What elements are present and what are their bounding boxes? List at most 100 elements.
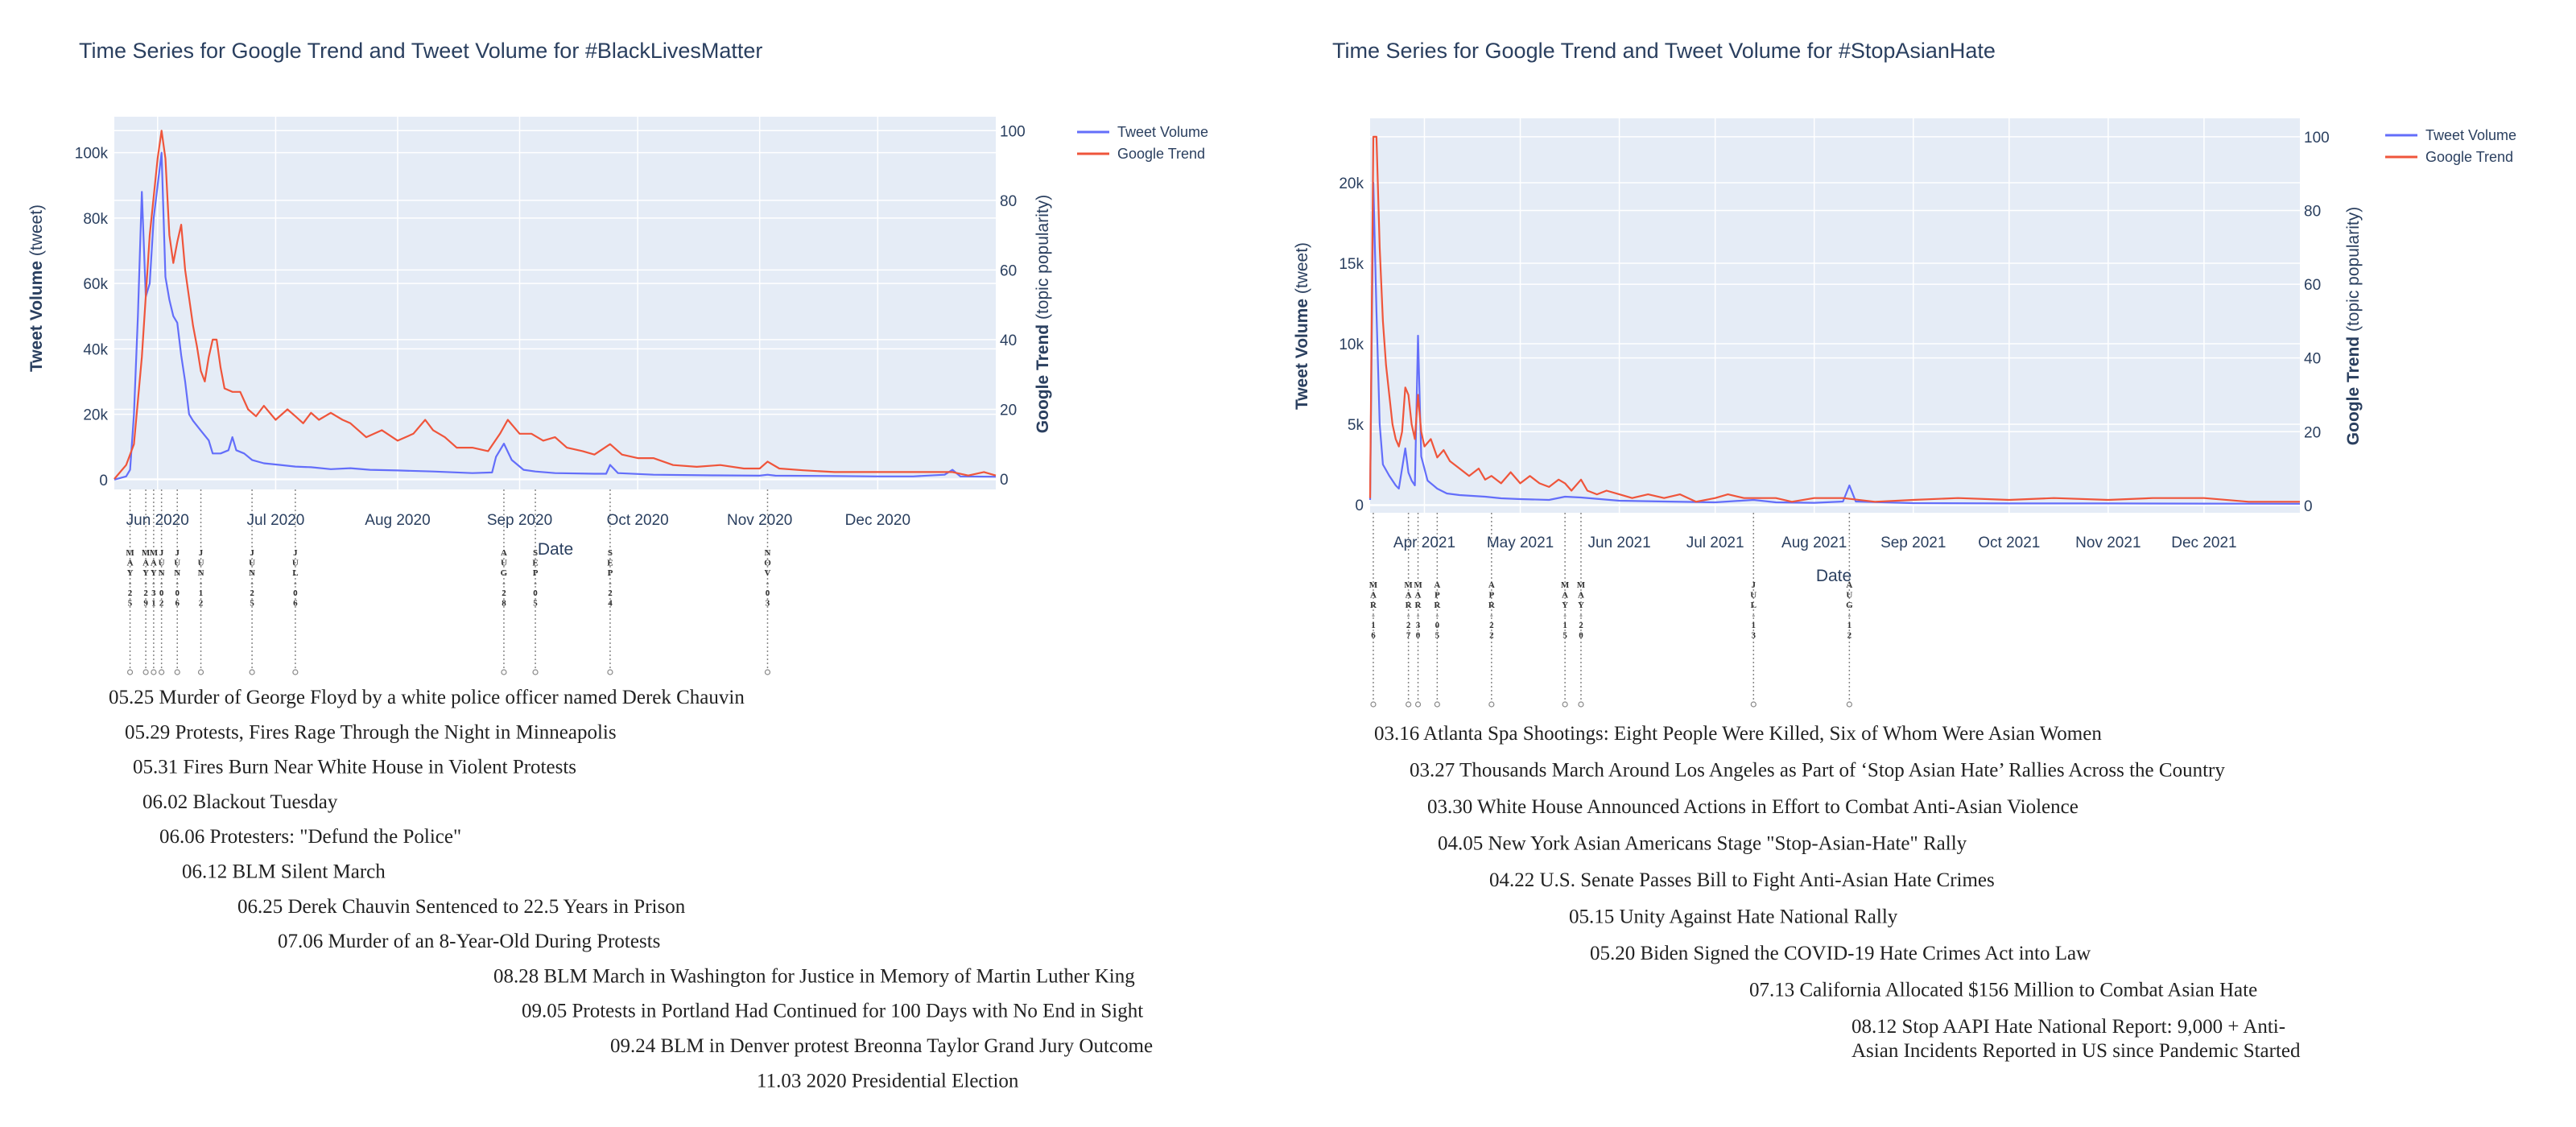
event-date-label: - (766, 579, 770, 588)
x-tick-label: Aug 2021 (1781, 535, 1847, 551)
event-date-label: - (200, 579, 203, 588)
event-date-label: A (1370, 591, 1377, 601)
event-marker-dot (501, 669, 507, 675)
x-axis-title: Date (1816, 567, 1852, 585)
event-marker-dot (142, 669, 149, 675)
event-date-label: L (1751, 601, 1757, 610)
event-date-label: Y (151, 568, 157, 578)
event-date-label: N (249, 568, 255, 578)
event-date-label: J (199, 548, 204, 558)
event-date-label: 2 (1406, 621, 1411, 630)
y-axis-title: Tweet Volume (tweet) (1293, 242, 1311, 410)
plot-area (1370, 118, 2300, 513)
legend-item-label[interactable]: Google Trend (1117, 146, 1205, 162)
event-date-label: 2 (608, 588, 613, 598)
event-date-label: 2 (1489, 631, 1494, 641)
event-marker-dot (197, 669, 204, 675)
y-tick-label: 40k (83, 341, 108, 358)
event-marker-dot (1846, 701, 1852, 708)
event-marker-dot (1414, 701, 1422, 708)
event-date-label: M (1577, 580, 1586, 590)
event-annotation: 06.25 Derek Chauvin Sentenced to 22.5 Ye… (237, 896, 686, 918)
y2-tick-label: 80 (1000, 193, 1017, 210)
event-annotation: 03.16 Atlanta Spa Shootings: Eight Peopl… (1374, 723, 2102, 745)
event-date-label: M (1561, 580, 1570, 590)
x-tick-label: Apr 2021 (1393, 535, 1455, 551)
event-date-label: 6 (293, 599, 298, 609)
event-marker-dot (249, 669, 255, 675)
legend-item-label[interactable]: Google Trend (2425, 149, 2513, 165)
y2-tick-label: 100 (2304, 130, 2330, 147)
event-date-label: S (608, 548, 613, 558)
event-date-label: 0 (533, 588, 538, 598)
event-date-label: - (1372, 611, 1375, 621)
legend-item-label[interactable]: Tweet Volume (1117, 124, 1208, 140)
event-date-label: G (1846, 601, 1853, 610)
event-annotation: 05.15 Unity Against Hate National Rally (1569, 906, 1898, 928)
event-date-label: E (607, 559, 613, 568)
event-date-label: A (1488, 580, 1495, 590)
event-marker-dot (1578, 701, 1584, 708)
event-date-label: 3 (1416, 621, 1421, 630)
event-annotation-continued: Asian Incidents Reported in US since Pan… (1852, 1040, 2301, 1062)
event-date-label: 0 (1579, 631, 1583, 641)
event-date-label: 0 (175, 588, 180, 598)
event-date-label: 0 (293, 588, 298, 598)
y-tick-label: 80k (83, 211, 108, 228)
event-annotation: 09.05 Protests in Portland Had Continued… (522, 1001, 1143, 1022)
y2-tick-label: 60 (1000, 262, 1017, 279)
event-marker-dot (151, 669, 157, 675)
chart-title: Time Series for Google Trend and Tweet V… (79, 39, 762, 63)
event-marker-dot (1370, 701, 1377, 708)
event-date-label: U (159, 559, 165, 568)
event-date-label: M (150, 548, 159, 558)
event-date-label: J (1752, 580, 1757, 590)
event-annotation: 07.13 California Allocated $156 Million … (1749, 980, 2257, 1001)
plot-area (114, 117, 996, 489)
legend-item-label[interactable]: Tweet Volume (2425, 127, 2516, 143)
event-date-label: 1 (1563, 621, 1567, 630)
x-tick-label: Oct 2021 (1978, 535, 2040, 551)
legend[interactable]: Tweet Volume Google Trend (1077, 124, 1208, 162)
event-annotation: 06.06 Protesters: "Defund the Police" (159, 826, 461, 848)
event-date-label: N (174, 568, 180, 578)
event-date-label: J (293, 548, 298, 558)
event-date-label: J (175, 548, 180, 558)
event-date-label: 6 (175, 599, 180, 609)
y-axis-title: Tweet Volume (tweet) (27, 204, 46, 372)
y2-tick-label: 60 (2304, 277, 2321, 294)
event-date-label: 1 (199, 588, 204, 598)
y2-tick-label: 100 (1000, 123, 1026, 140)
event-date-label: A (1578, 591, 1584, 601)
event-marker-dot (292, 669, 299, 675)
event-date-label: A (151, 559, 157, 568)
event-date-label: P (608, 568, 613, 578)
x-tick-label: Dec 2020 (845, 512, 910, 529)
event-date-label: A (1562, 591, 1568, 601)
event-date-label: 1 (1847, 621, 1852, 630)
event-date-label: - (1436, 611, 1439, 621)
x-tick-label: May 2021 (1487, 535, 1554, 551)
x-tick-label: Sep 2021 (1880, 535, 1946, 551)
event-date-label: M (1369, 580, 1378, 590)
event-date-label: - (144, 579, 147, 588)
event-date-label: 2 (1579, 621, 1583, 630)
event-date-label: 0 (159, 588, 164, 598)
x-tick-label: Jul 2021 (1686, 535, 1744, 551)
event-date-label: 1 (1752, 621, 1757, 630)
event-date-label: V (764, 568, 770, 578)
event-date-label: - (1417, 611, 1420, 621)
event-date-label: 0 (1435, 621, 1440, 630)
event-date-label: U (249, 559, 255, 568)
event-date-label: U (292, 559, 299, 568)
event-date-label: M (1404, 580, 1413, 590)
x-tick-label: Jun 2021 (1587, 535, 1650, 551)
y-tick-label: 0 (1355, 497, 1364, 514)
event-annotation: 03.27 Thousands March Around Los Angeles… (1410, 760, 2225, 782)
event-date-label: - (502, 579, 506, 588)
legend[interactable]: Tweet Volume Google Trend (2385, 127, 2516, 165)
event-date-label: 4 (608, 599, 613, 609)
event-date-label: - (160, 579, 163, 588)
event-annotation: 06.12 BLM Silent March (182, 861, 386, 883)
